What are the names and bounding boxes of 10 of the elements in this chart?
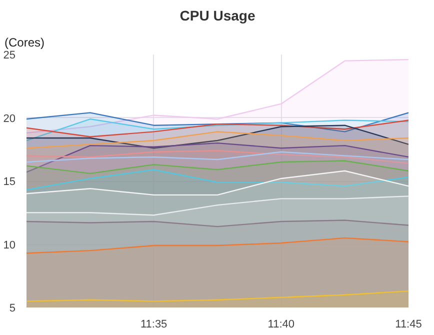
x-tick-label: 11:45 <box>395 318 422 330</box>
y-tick-label: 5 <box>9 302 16 314</box>
y-tick-label: 20 <box>3 112 16 125</box>
x-tick-label: 11:40 <box>268 318 295 330</box>
y-axis-title: (Cores) <box>4 36 45 50</box>
y-tick-label: 15 <box>3 176 16 188</box>
y-tick-label: 25 <box>3 50 16 62</box>
x-tick-label: 11:35 <box>140 318 168 330</box>
chart-title: CPU Usage <box>180 8 256 24</box>
y-tick-label: 10 <box>3 239 16 252</box>
